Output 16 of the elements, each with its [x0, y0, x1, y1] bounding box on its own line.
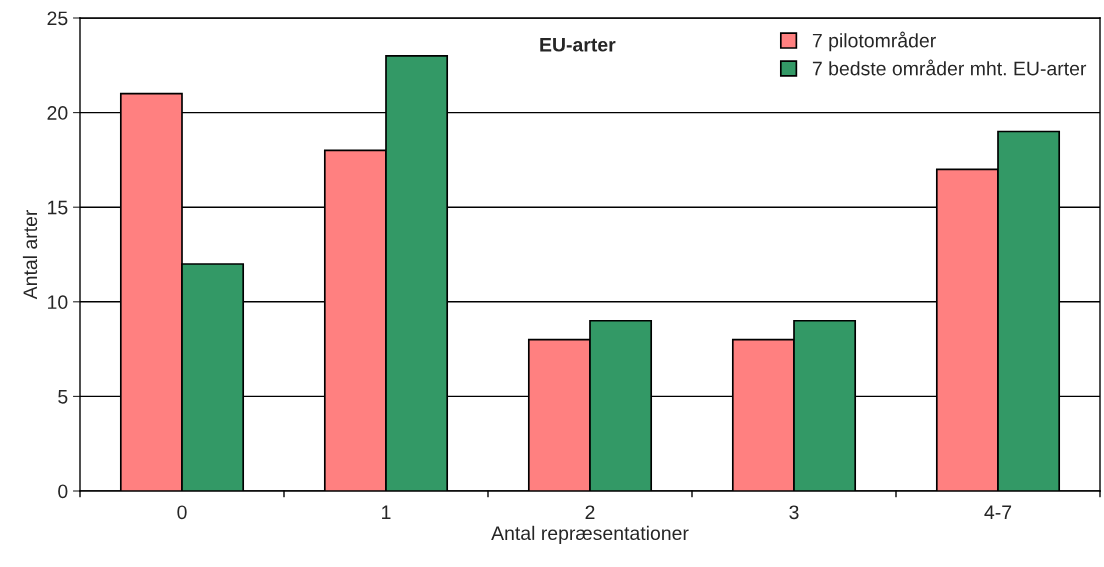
legend-label: 7 pilotområder — [812, 31, 936, 52]
legend-label: 7 bedste områder mht. EU-arter — [812, 59, 1087, 76]
x-tick-label: 0 — [177, 505, 187, 520]
y-tick-label: 0 — [58, 484, 68, 499]
y-tick-label: 5 — [58, 390, 68, 404]
y-tick-label: 20 — [47, 106, 68, 120]
x-tick-label: 1 — [382, 505, 391, 519]
y-tick-label: 10 — [48, 295, 68, 310]
x-tick-label: 3 — [789, 505, 799, 520]
x-tick-label: 2 — [585, 505, 595, 519]
x-axis-title: Antal repræsentationer — [491, 525, 689, 544]
x-tick-label: 4-7 — [984, 505, 1012, 519]
y-tick-label: 15 — [48, 200, 68, 215]
y-axis-title: Antal arter — [22, 209, 38, 300]
text: EU-arter — [540, 38, 616, 52]
y-tick-label: 25 — [47, 11, 68, 26]
